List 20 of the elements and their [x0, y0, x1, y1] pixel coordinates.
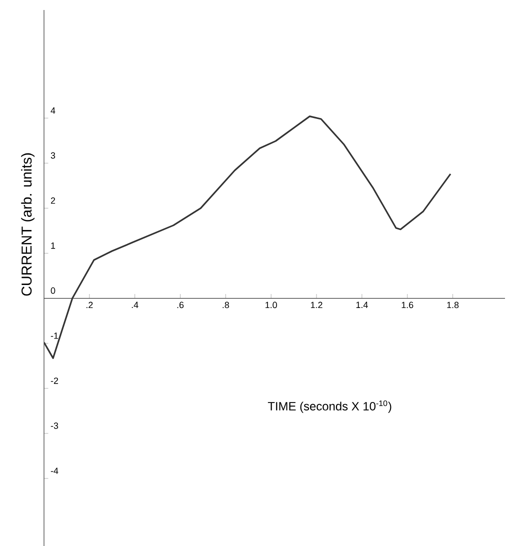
- y-axis-title: CURRENT (arb. units): [21, 153, 34, 296]
- x-tick-label: 1.6: [402, 302, 414, 308]
- x-tick-label: 1.0: [266, 302, 277, 308]
- y-tick-label: -3: [50, 422, 58, 429]
- y-tick-label: 1: [51, 242, 56, 249]
- x-tick-label: 1.2: [310, 302, 322, 308]
- y-tick-label: 4: [50, 107, 56, 114]
- x-tick-label: .2: [86, 302, 93, 308]
- x-tick-label: 1.8: [447, 302, 459, 308]
- x-tick-label: 1.4: [356, 302, 368, 308]
- y-tick-label: 3: [50, 152, 56, 159]
- y-tick-label: 2: [50, 197, 56, 204]
- x-tick-label: .4: [132, 302, 138, 308]
- x-axis-title: TIME (seconds X 10$^{-10}$): [268, 400, 392, 413]
- x-tick-label: .6: [177, 302, 184, 308]
- y-tick-label: 0: [50, 287, 56, 294]
- y-tick-label: -1: [50, 332, 58, 339]
- x-tick-label: .8: [222, 302, 230, 308]
- y-tick-label: -4: [50, 468, 58, 474]
- y-tick-label: -2: [50, 378, 58, 384]
